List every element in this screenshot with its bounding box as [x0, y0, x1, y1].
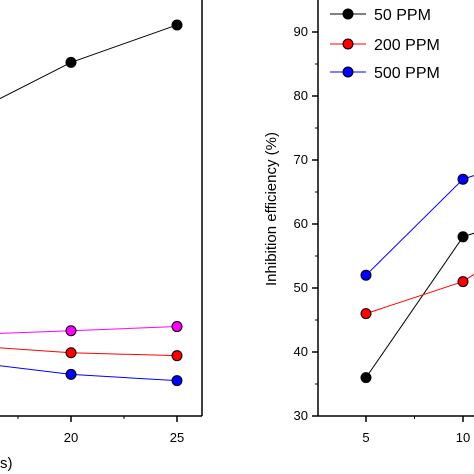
right-y-tick-labels: 30 40 50 60 70 80 90 — [294, 24, 308, 423]
right-series-group — [360, 173, 474, 384]
right-y-tick-label-90: 90 — [294, 24, 308, 39]
legend: 50 PPM 200 PPM 500 PPM — [330, 7, 440, 82]
left-series-group — [0, 19, 183, 387]
right-y-tick-label-70: 70 — [294, 152, 308, 167]
legend-item-200-ppm: 200 PPM — [330, 37, 440, 54]
left-x-tick-label-20: 20 — [64, 430, 78, 445]
right-x-tick-label-10: 10 — [456, 430, 470, 445]
series-500-ppm-line — [365, 175, 474, 276]
left-x-tick-label-25: 25 — [170, 430, 184, 445]
left-series-2-line — [0, 347, 178, 357]
legend-item-50-ppm: 50 PPM — [330, 7, 431, 24]
right-chart-panel: 30 40 50 60 70 80 90 5 10 Inhibition eff… — [263, 0, 474, 445]
left-series-2-point-1 — [65, 347, 77, 359]
right-y-tick-label-50: 50 — [294, 280, 308, 295]
legend-marker-50-ppm — [342, 8, 354, 20]
right-ticks — [312, 31, 464, 422]
right-x-tick-label-5: 5 — [362, 430, 369, 445]
right-y-tick-label-60: 60 — [294, 216, 308, 231]
series-200-ppm-line — [365, 273, 474, 315]
series-500-ppm-point-0 — [360, 269, 372, 281]
left-chart-panel: 20 25 s) — [0, 0, 203, 472]
legend-label-500-ppm: 500 PPM — [374, 65, 440, 82]
series-200-ppm-point-1 — [457, 276, 469, 288]
left-series-3-line — [0, 365, 178, 382]
right-y-tick-label-40: 40 — [294, 344, 308, 359]
series-500-ppm-point-1 — [457, 173, 469, 185]
legend-label-50-ppm: 50 PPM — [374, 7, 431, 24]
left-series-2-point-2 — [171, 350, 183, 362]
legend-label-200-ppm: 200 PPM — [374, 37, 440, 54]
legend-item-500-ppm: 500 PPM — [330, 65, 440, 82]
left-series-3-point-1 — [65, 368, 77, 380]
legend-marker-500-ppm — [342, 66, 354, 78]
left-x-axis-label: s) — [0, 455, 13, 472]
right-y-tick-label-30: 30 — [294, 408, 308, 423]
left-series-0-line — [0, 24, 178, 100]
left-x-ticks — [17, 416, 178, 422]
series-50-ppm-point-1 — [457, 231, 469, 243]
left-series-0-point-1 — [65, 56, 77, 68]
series-50-ppm-line — [365, 232, 474, 378]
left-series-0-point-2 — [171, 19, 183, 31]
right-y-axis-label: Inhibition efficiency (%) — [263, 132, 280, 286]
left-series-1-point-1 — [65, 325, 77, 337]
left-series-3-point-2 — [171, 375, 183, 387]
series-50-ppm-point-0 — [360, 372, 372, 384]
left-series-1-line — [0, 326, 178, 334]
left-series-1-point-2 — [171, 321, 183, 333]
series-200-ppm-point-0 — [360, 308, 372, 320]
right-y-tick-label-80: 80 — [294, 88, 308, 103]
legend-marker-200-ppm — [342, 38, 354, 50]
